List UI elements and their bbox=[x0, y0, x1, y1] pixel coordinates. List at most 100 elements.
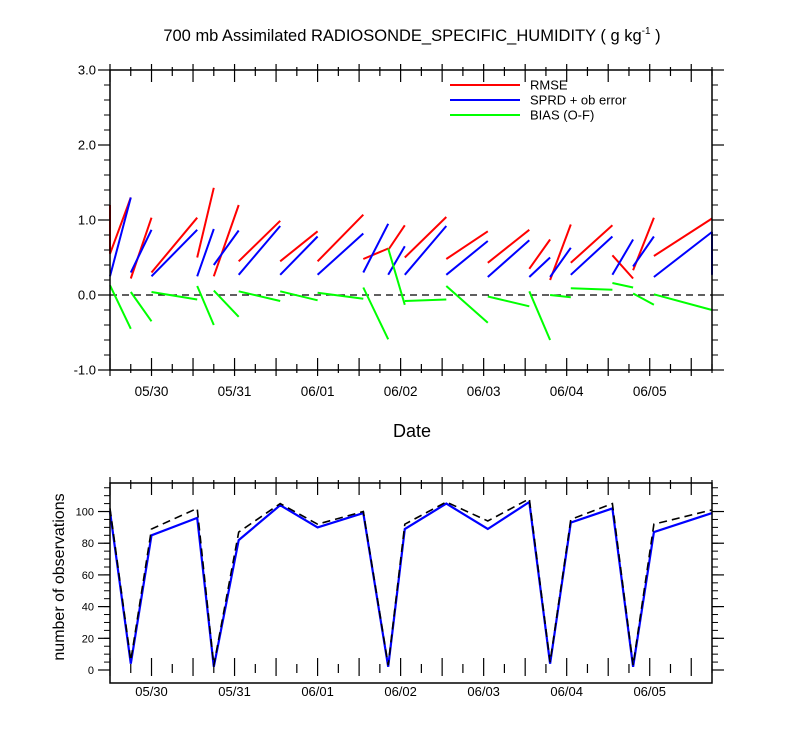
x-tick-label: 06/01 bbox=[301, 384, 335, 399]
series-segment bbox=[549, 294, 571, 299]
top-panel: -1.0 0.0 1.0 2.0 3.0 05/30 05/31 06/01 06/02 06/0… bbox=[74, 63, 724, 441]
chart-title-superscript: -1 bbox=[642, 26, 651, 37]
series-segment bbox=[632, 235, 655, 268]
series-segment bbox=[279, 235, 319, 276]
series-segment bbox=[129, 217, 153, 279]
series-segment bbox=[212, 204, 240, 277]
legend-label: RMSE bbox=[530, 78, 568, 93]
series-segment bbox=[570, 224, 614, 264]
series-segment bbox=[196, 285, 215, 326]
x-tick-label: 06/04 bbox=[550, 384, 584, 399]
x-tick-label: 06/02 bbox=[384, 684, 417, 699]
y-tick-label: 0.0 bbox=[78, 288, 96, 303]
legend-label: SPRD + ob error bbox=[530, 93, 627, 108]
series-segment bbox=[150, 229, 198, 278]
series-segment bbox=[279, 290, 318, 302]
bottom-y-axis-label: number of observations bbox=[51, 493, 68, 660]
series-segment bbox=[487, 295, 530, 308]
top-panel-data bbox=[109, 187, 713, 341]
x-tick-label: 05/31 bbox=[218, 684, 251, 699]
series-segment bbox=[109, 284, 132, 330]
series-segment bbox=[212, 229, 240, 266]
bottom-panel-frame bbox=[109, 482, 713, 684]
chart-title-suffix: ) bbox=[651, 27, 661, 45]
series-segment bbox=[487, 239, 530, 278]
series-segment bbox=[316, 213, 365, 263]
series-segment bbox=[549, 247, 572, 278]
series-segment bbox=[129, 229, 153, 273]
series-segment bbox=[404, 225, 448, 276]
series-bias-o-f- bbox=[109, 248, 713, 341]
obs-y-tick-label: 100 bbox=[76, 507, 94, 519]
series-segment bbox=[387, 224, 406, 251]
series-segment bbox=[445, 240, 489, 276]
x-tick-label: 06/05 bbox=[633, 684, 666, 699]
x-tick-label: 05/31 bbox=[218, 384, 252, 399]
x-tick-label: 05/30 bbox=[135, 384, 169, 399]
series-segment bbox=[109, 197, 132, 277]
series-segment bbox=[653, 293, 713, 311]
chart-title-main: 700 mb Assimilated RADIOSONDE_SPECIFIC_H… bbox=[163, 27, 641, 45]
series-segment bbox=[612, 282, 634, 289]
obs-y-tick-label: 40 bbox=[82, 602, 94, 614]
series-segment bbox=[238, 290, 281, 302]
x-tick-label: 06/03 bbox=[467, 684, 500, 699]
series-segment bbox=[387, 248, 406, 306]
series-segment bbox=[653, 217, 713, 257]
obs-y-tick-label: 20 bbox=[82, 633, 94, 645]
series-segment bbox=[237, 225, 281, 276]
top-panel-frame bbox=[109, 69, 713, 371]
series-segment bbox=[213, 289, 240, 318]
series-segment bbox=[445, 285, 489, 324]
bottom-panel-ticks: 0 20 40 60 80 100 05/30 05/31 06/01 06/02 06/03 06/… bbox=[76, 477, 724, 699]
x-tick-label: 05/30 bbox=[135, 684, 168, 699]
series-segment bbox=[528, 256, 551, 278]
x-tick-label: 06/02 bbox=[384, 384, 418, 399]
series-segment bbox=[632, 292, 655, 306]
series-segment bbox=[653, 231, 713, 278]
series-segment bbox=[279, 230, 319, 263]
series-segment bbox=[387, 245, 406, 276]
legend-label: BIAS (O-F) bbox=[530, 108, 594, 123]
y-tick-label: -1.0 bbox=[74, 363, 96, 378]
series-segment bbox=[196, 187, 215, 258]
bottom-panel-data bbox=[108, 497, 713, 668]
series-segment bbox=[404, 298, 447, 302]
series-segment bbox=[362, 287, 390, 340]
x-tick-label: 06/01 bbox=[301, 684, 334, 699]
series-segment bbox=[129, 291, 153, 322]
series-sprd-ob-error bbox=[109, 197, 713, 278]
obs-y-tick-label: 0 bbox=[88, 665, 94, 677]
series-segment bbox=[528, 238, 551, 270]
obs-y-tick-label: 60 bbox=[82, 570, 94, 582]
series-segment bbox=[362, 247, 389, 260]
top-panel-ticks: -1.0 0.0 1.0 2.0 3.0 05/30 05/31 06/01 06/02 06/0… bbox=[74, 63, 724, 399]
obs-series-assimilated bbox=[108, 500, 713, 668]
series-segment bbox=[151, 291, 198, 301]
series-segment bbox=[238, 220, 281, 263]
series-segment bbox=[362, 223, 390, 273]
series-segment bbox=[528, 290, 552, 341]
series-segment bbox=[150, 217, 198, 274]
series-segment bbox=[316, 232, 364, 276]
series-segment bbox=[570, 287, 613, 291]
y-tick-label: 1.0 bbox=[78, 213, 96, 228]
series-segment bbox=[611, 254, 634, 280]
x-tick-label: 06/03 bbox=[467, 384, 501, 399]
top-x-axis-label: Date bbox=[393, 421, 431, 441]
series-segment bbox=[611, 238, 634, 276]
chart-title: 700 mb Assimilated RADIOSONDE_SPECIFIC_H… bbox=[163, 26, 660, 45]
series-segment bbox=[570, 235, 614, 276]
series-rmse bbox=[109, 187, 713, 281]
obs-series-possible bbox=[109, 497, 713, 666]
series-segment bbox=[317, 291, 364, 300]
series-segment bbox=[445, 230, 489, 260]
y-tick-label: 3.0 bbox=[78, 63, 96, 78]
obs-y-tick-label: 80 bbox=[82, 538, 94, 550]
series-segment bbox=[404, 216, 447, 259]
x-tick-label: 06/05 bbox=[633, 384, 667, 399]
series-segment bbox=[196, 228, 215, 277]
x-tick-label: 06/04 bbox=[550, 684, 583, 699]
series-segment bbox=[487, 229, 530, 264]
